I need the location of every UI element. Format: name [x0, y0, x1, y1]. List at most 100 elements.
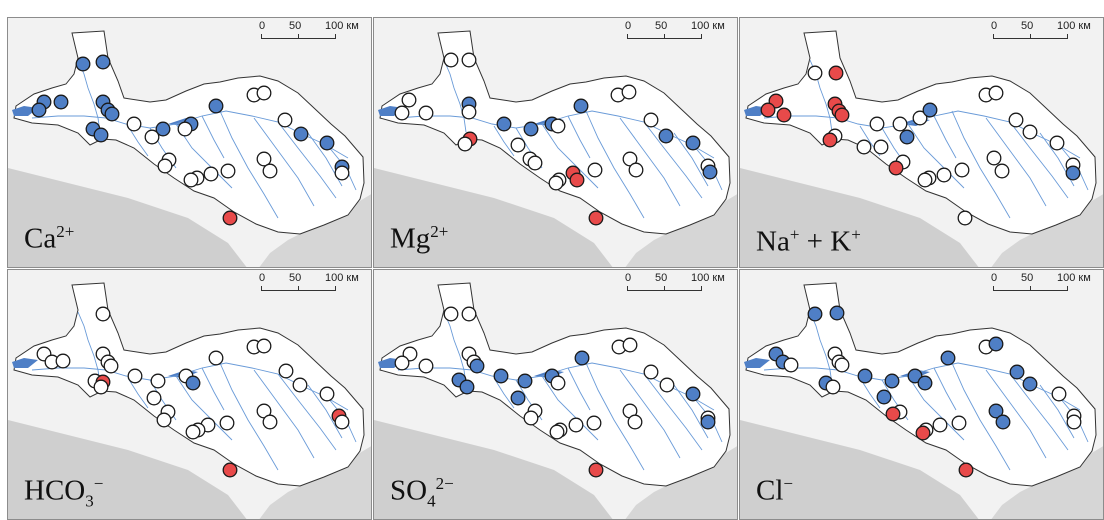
river-line [673, 384, 709, 439]
station-marker [548, 175, 564, 191]
scale-bar: 0 50 100 км [623, 272, 733, 302]
scale-label-0: 0 [991, 20, 998, 32]
station-marker [760, 102, 776, 118]
station-marker [573, 98, 589, 114]
map-na-k [740, 18, 1103, 267]
station-marker [1022, 376, 1038, 392]
label-sup: − [783, 473, 793, 493]
scale-label-100: 100 км [325, 272, 359, 284]
station-marker [574, 350, 590, 366]
station-marker [104, 106, 120, 122]
station-marker [55, 353, 71, 369]
station-marker [1009, 364, 1025, 380]
station-marker [256, 338, 272, 354]
station-marker [899, 129, 915, 145]
station-marker [988, 403, 1004, 419]
station-marker [523, 121, 539, 137]
station-marker [510, 137, 526, 153]
label-sup: + [789, 225, 800, 245]
river-line [493, 125, 515, 157]
river-line [951, 110, 1011, 219]
station-marker [510, 390, 526, 406]
scale-label-0: 0 [625, 272, 632, 284]
label-base: HCO [24, 474, 86, 507]
station-marker [219, 415, 235, 431]
river-line [277, 373, 337, 451]
station-marker [700, 414, 716, 430]
river-line [673, 132, 709, 187]
label-base: Mg [390, 222, 431, 255]
map-panel-so4: 0 50 100 км SO42− [373, 269, 738, 520]
label-sup: 2+ [56, 221, 75, 241]
sea-area [740, 168, 979, 267]
station-marker [146, 390, 162, 406]
panel-label-cl: Cl− [756, 474, 793, 511]
station-marker [208, 98, 224, 114]
station-marker [262, 163, 278, 179]
station-marker [922, 102, 938, 118]
station-marker [549, 424, 565, 440]
station-marker [222, 210, 238, 226]
station-marker [622, 337, 638, 353]
scale-bar: 0 50 100 км [257, 272, 367, 302]
river-line [201, 367, 225, 411]
station-marker [461, 104, 477, 120]
scale-label-0: 0 [259, 272, 266, 284]
scale-bar: 0 50 100 км [623, 20, 733, 50]
station-marker [659, 377, 675, 393]
river-line [541, 375, 599, 441]
station-marker [834, 107, 850, 123]
river-line [1009, 373, 1069, 451]
station-marker [293, 126, 309, 142]
station-marker [628, 162, 644, 178]
station-marker [493, 368, 509, 384]
river-line [541, 123, 599, 189]
river-line [933, 115, 957, 159]
station-marker [418, 358, 434, 374]
station-marker [917, 172, 933, 188]
station-marker [319, 386, 335, 402]
reservoir [744, 358, 770, 368]
station-marker [876, 389, 892, 405]
label-tail-sup: + [851, 225, 861, 245]
station-marker [958, 462, 974, 478]
scale-label-100: 100 км [691, 272, 725, 284]
station-marker [459, 379, 475, 395]
station-marker [185, 375, 201, 391]
station-marker [262, 414, 278, 430]
station-marker [994, 163, 1010, 179]
station-marker [587, 162, 603, 178]
station-marker [127, 368, 143, 384]
station-marker [208, 350, 224, 366]
map-so4 [374, 270, 737, 519]
river-line [127, 125, 149, 157]
label-tail: + K [799, 226, 852, 258]
station-marker [203, 166, 219, 182]
river-line [443, 311, 467, 385]
scale-label-50: 50 [289, 272, 302, 284]
station-marker [277, 112, 293, 128]
scale-bar: 0 50 100 км [989, 272, 1099, 302]
scale-label-50: 50 [1021, 272, 1034, 284]
map-panel-mg: 0 50 100 км Mg2+ [373, 17, 738, 268]
label-sup: − [93, 473, 104, 493]
scale-label-50: 50 [1021, 20, 1034, 32]
station-marker [658, 128, 674, 144]
river-line [643, 121, 703, 199]
scale-bar: 0 50 100 км [257, 20, 367, 50]
station-marker [936, 167, 952, 183]
river-line [985, 369, 1047, 459]
label-sub: 4 [427, 491, 436, 510]
river-line [443, 59, 467, 133]
river-line [1009, 121, 1069, 199]
scale-bar: 0 50 100 км [989, 20, 1099, 50]
river-line [77, 311, 101, 385]
station-marker [822, 132, 838, 148]
station-marker [103, 358, 119, 374]
station-marker [1022, 124, 1038, 140]
station-marker [156, 412, 172, 428]
station-marker [550, 375, 566, 391]
scale-label-0: 0 [259, 20, 266, 32]
station-marker [319, 135, 335, 151]
river-line [619, 369, 681, 459]
